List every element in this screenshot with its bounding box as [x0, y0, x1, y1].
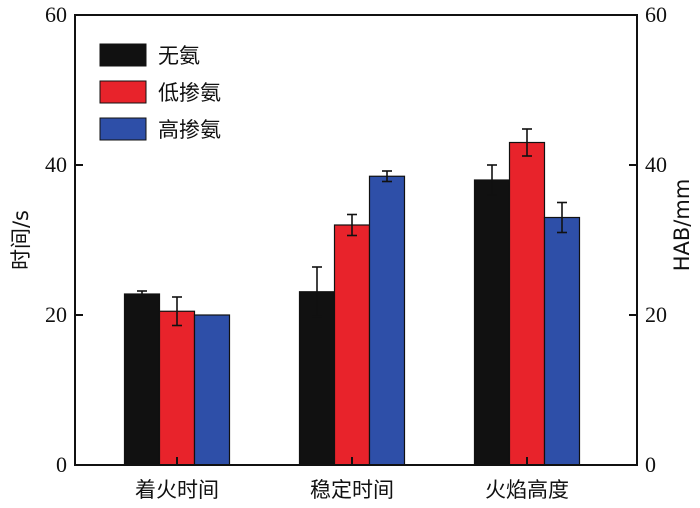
- bar: [508, 141, 546, 466]
- y-axis-right-title: HAB/mm: [670, 179, 694, 272]
- y-right-tick-label: 40: [645, 152, 667, 177]
- plot-frame: [74, 14, 638, 466]
- y-left-tick-label: 40: [45, 152, 67, 177]
- bar: [158, 310, 196, 466]
- y-left-tick-label: 0: [56, 452, 67, 477]
- x-category-label: 稳定时间: [310, 478, 394, 502]
- y-right-tick-label: 0: [645, 452, 656, 477]
- bar: [193, 314, 231, 466]
- bar: [473, 179, 511, 466]
- y-left-tick-label: 20: [45, 302, 67, 327]
- legend-swatch: [99, 117, 147, 141]
- bar: [368, 175, 406, 466]
- legend-label: 无氨: [158, 44, 200, 68]
- x-category-label: 火焰高度: [485, 478, 569, 502]
- y-right-tick-label: 20: [645, 302, 667, 327]
- legend-label: 高掺氨: [158, 118, 221, 142]
- y-right-tick-label: 60: [645, 2, 667, 27]
- y-axis-left-title: 时间/s: [9, 210, 33, 270]
- legend-swatch: [99, 80, 147, 104]
- plot-area: [123, 128, 581, 466]
- y-left-tick-label: 60: [45, 2, 67, 27]
- bar: [298, 291, 336, 466]
- axes: 0 0 20 20 40 40 60 60 着火时间 稳定时间 火焰高度: [45, 2, 667, 502]
- legend-label: 低掺氨: [158, 81, 221, 105]
- legend-swatch: [99, 43, 147, 67]
- bar: [333, 224, 371, 466]
- bar: [123, 293, 161, 466]
- x-category-label: 着火时间: [135, 478, 219, 502]
- bar: [543, 216, 581, 466]
